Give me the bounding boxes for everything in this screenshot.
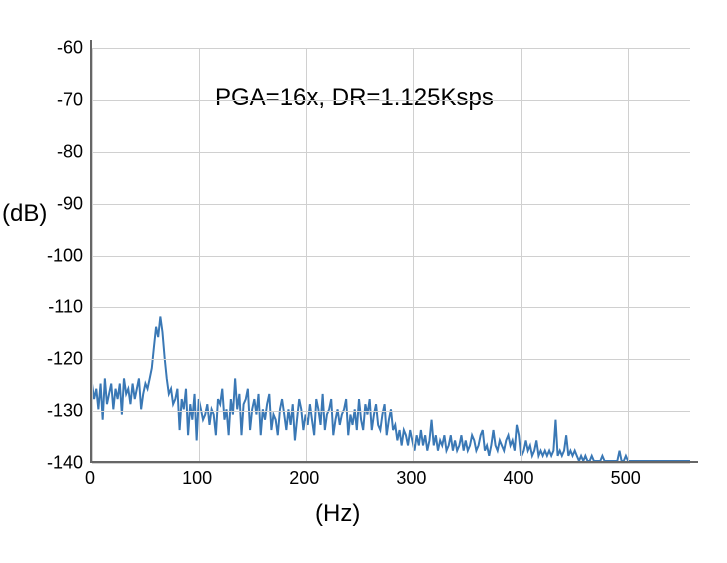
x-axis-label: (Hz) bbox=[315, 500, 360, 528]
y-tick-label: -90 bbox=[33, 193, 83, 214]
x-tick-label: 300 bbox=[396, 468, 426, 489]
x-tick-label: 100 bbox=[182, 468, 212, 489]
x-tick-label: 400 bbox=[504, 468, 534, 489]
y-tick-label: -110 bbox=[33, 297, 83, 318]
y-tick-label: -70 bbox=[33, 89, 83, 110]
y-tick-label: -60 bbox=[33, 38, 83, 59]
x-tick-label: 200 bbox=[289, 468, 319, 489]
y-tick-label: -80 bbox=[33, 141, 83, 162]
y-tick-label: -140 bbox=[33, 453, 83, 474]
x-tick-label: 500 bbox=[611, 468, 641, 489]
x-tick-label: 0 bbox=[85, 468, 95, 489]
plot-area bbox=[90, 48, 690, 463]
y-tick-label: -130 bbox=[33, 401, 83, 422]
y-tick-label: -100 bbox=[33, 245, 83, 266]
y-tick-label: -120 bbox=[33, 349, 83, 370]
spectrum-line bbox=[92, 48, 690, 461]
